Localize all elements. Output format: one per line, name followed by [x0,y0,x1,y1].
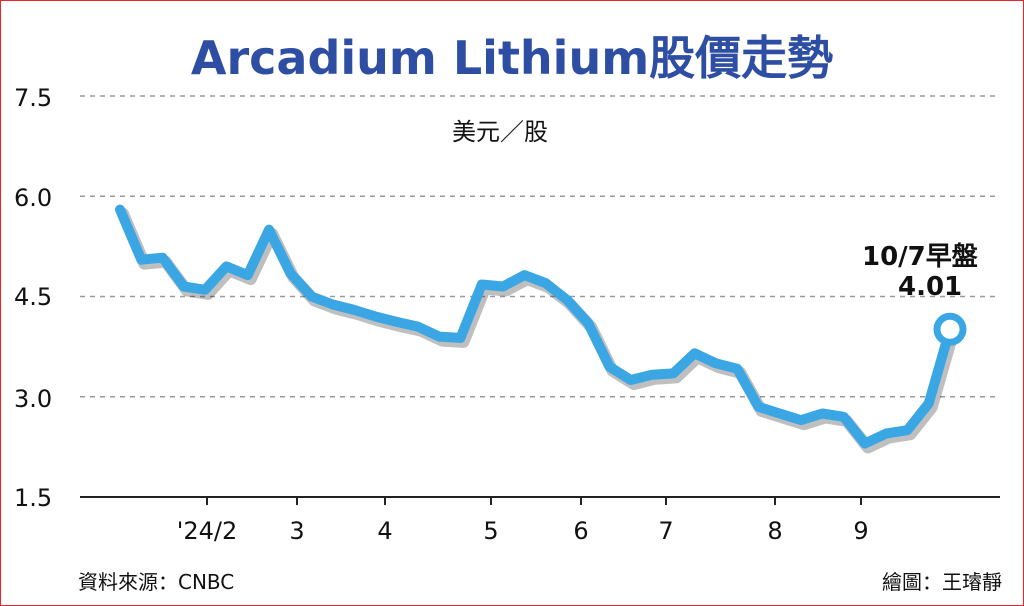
y-tick-label: 3.0 [14,385,53,413]
data-source: 資料來源：CNBC [78,570,235,594]
x-tick-label: 4 [377,517,393,545]
x-tick-label: 5 [483,517,499,545]
x-tick-label: '24/2 [176,517,238,545]
y-tick-label: 4.5 [14,283,53,311]
y-tick-label: 7.5 [14,84,53,112]
x-tick-label: 7 [658,517,674,545]
series-line [115,204,955,449]
x-tick-label: 9 [853,517,869,545]
chart-title: Arcadium Lithium股價走勢 [190,31,834,85]
unit-label: 美元／股 [452,118,548,146]
annotation-date: 10/7早盤 [862,242,978,272]
graphic-credit: 繪圖：王璿靜 [882,570,1002,594]
y-tick-label: 1.5 [14,484,53,512]
annotation-value: 4.01 [898,272,963,302]
last-point-marker [933,312,967,346]
x-tick-label: 3 [289,517,305,545]
x-tick-label: 6 [573,517,589,545]
x-tick-label: 8 [767,517,783,545]
y-tick-label: 6.0 [14,184,53,212]
